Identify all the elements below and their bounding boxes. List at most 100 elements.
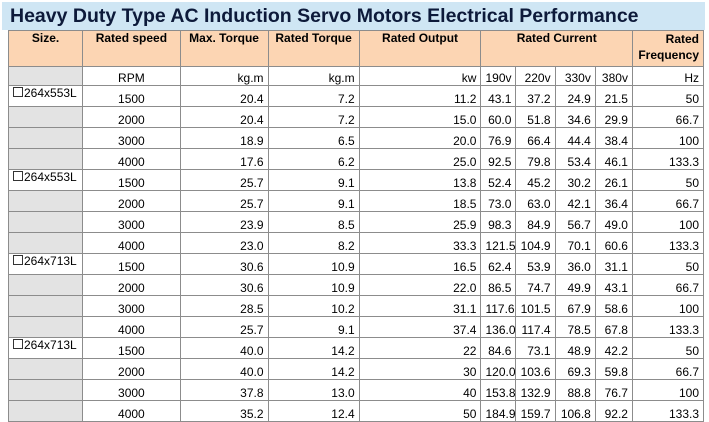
table-row: 3000 28.5 10.2 31.1 117.6 101.5 67.9 58.6 100 xyxy=(7,295,705,317)
rated-output-cell: 25.9 xyxy=(358,211,482,233)
size-cell-empty xyxy=(7,274,84,296)
frequency-cell: 50 xyxy=(631,85,705,107)
current-330v-cell: 106.8 xyxy=(554,400,596,422)
speed-cell: 4000 xyxy=(82,400,181,422)
current-190v-cell: 121.5 xyxy=(480,232,517,254)
max-torque-cell: 17.6 xyxy=(179,148,269,170)
current-220v-cell: 79.8 xyxy=(515,148,556,170)
current-190v-cell: 43.1 xyxy=(480,85,517,107)
current-380v-cell: 31.1 xyxy=(594,253,633,275)
rated-output-cell: 31.1 xyxy=(358,295,482,317)
rated-output-cell: 18.5 xyxy=(358,190,482,212)
current-380v-cell: 92.2 xyxy=(594,400,633,422)
current-330v-cell: 24.9 xyxy=(554,85,596,107)
rated-output-cell: 37.4 xyxy=(358,316,482,338)
current-190v-cell: 117.6 xyxy=(480,295,517,317)
header-rated-speed: Rated speed xyxy=(82,30,181,67)
current-190v-cell: 136.0 xyxy=(480,316,517,338)
rated-torque-cell: 9.1 xyxy=(267,169,360,191)
title-bar: Heavy Duty Type AC Induction Servo Motor… xyxy=(2,2,705,30)
frequency-cell: 100 xyxy=(631,295,705,317)
size-cell-empty xyxy=(7,400,84,422)
frequency-cell: 133.3 xyxy=(631,316,705,338)
size-cell: 264x713L xyxy=(7,253,84,275)
current-220v-cell: 117.4 xyxy=(515,316,556,338)
rated-torque-cell: 9.1 xyxy=(267,190,360,212)
header-rated-output: Rated Output xyxy=(358,30,482,67)
size-cell-empty xyxy=(7,295,84,317)
size-cell: 264x553L xyxy=(7,85,84,107)
current-190v-cell: 60.0 xyxy=(480,106,517,128)
max-torque-cell: 18.9 xyxy=(179,127,269,149)
size-cell-empty xyxy=(7,127,84,149)
rated-output-cell: 50 xyxy=(358,400,482,422)
frequency-cell: 133.3 xyxy=(631,148,705,170)
frequency-cell: 50 xyxy=(631,169,705,191)
rated-output-cell: 13.8 xyxy=(358,169,482,191)
table-row: 264x713L 1500 40.0 14.2 22 84.6 73.1 48.9 42.2 50 xyxy=(7,337,705,359)
rated-torque-cell: 6.5 xyxy=(267,127,360,149)
checkbox-square-icon xyxy=(13,171,23,181)
current-190v-cell: 184.9 xyxy=(480,400,517,422)
current-380v-cell: 21.5 xyxy=(594,85,633,107)
frequency-cell: 50 xyxy=(631,253,705,275)
frequency-cell: 50 xyxy=(631,337,705,359)
current-220v-cell: 53.9 xyxy=(515,253,556,275)
current-220v-cell: 51.8 xyxy=(515,106,556,128)
size-cell-empty xyxy=(7,148,84,170)
current-190v-cell: 84.6 xyxy=(480,337,517,359)
current-380v-cell: 60.6 xyxy=(594,232,633,254)
speed-cell: 3000 xyxy=(82,211,181,233)
current-220v-cell: 104.9 xyxy=(515,232,556,254)
speed-cell: 3000 xyxy=(82,295,181,317)
checkbox-square-icon xyxy=(13,255,23,265)
unit-220v: 220v xyxy=(515,66,556,86)
frequency-cell: 100 xyxy=(631,211,705,233)
max-torque-cell: 40.0 xyxy=(179,337,269,359)
current-330v-cell: 34.6 xyxy=(554,106,596,128)
current-220v-cell: 73.1 xyxy=(515,337,556,359)
header-size: Size. xyxy=(7,30,84,67)
table-row: 264x553L 1500 20.4 7.2 11.2 43.1 37.2 24.9 21.5 5… xyxy=(7,85,705,107)
current-330v-cell: 69.3 xyxy=(554,358,596,380)
rated-torque-cell: 10.9 xyxy=(267,253,360,275)
frequency-cell: 133.3 xyxy=(631,232,705,254)
current-190v-cell: 73.0 xyxy=(480,190,517,212)
rated-torque-cell: 13.0 xyxy=(267,379,360,401)
page-title: Heavy Duty Type AC Induction Servo Motor… xyxy=(10,5,639,27)
header-rated-current: Rated Current xyxy=(480,30,633,67)
header-frequency-line1: Rated xyxy=(665,32,699,46)
size-label: 264x713L xyxy=(24,254,77,269)
max-torque-cell: 25.7 xyxy=(179,190,269,212)
max-torque-cell: 23.9 xyxy=(179,211,269,233)
current-330v-cell: 70.1 xyxy=(554,232,596,254)
rated-output-cell: 22 xyxy=(358,337,482,359)
unit-max-torque: kg.m xyxy=(179,66,269,86)
current-220v-cell: 66.4 xyxy=(515,127,556,149)
current-190v-cell: 86.5 xyxy=(480,274,517,296)
size-cell-empty xyxy=(7,211,84,233)
frequency-cell: 100 xyxy=(631,127,705,149)
current-190v-cell: 98.3 xyxy=(480,211,517,233)
max-torque-cell: 25.7 xyxy=(179,169,269,191)
size-cell-empty xyxy=(7,232,84,254)
current-190v-cell: 92.5 xyxy=(480,148,517,170)
header-rated-torque: Rated Torque xyxy=(267,30,360,67)
header-frequency-line2: Frequency xyxy=(638,48,699,62)
speed-cell: 3000 xyxy=(82,379,181,401)
performance-table: Size. Rated speed Max. Torque Rated Torq… xyxy=(7,30,705,422)
checkbox-square-icon xyxy=(13,87,23,97)
speed-cell: 4000 xyxy=(82,148,181,170)
table-row: 3000 18.9 6.5 20.0 76.9 66.4 44.4 38.4 100 xyxy=(7,127,705,149)
current-380v-cell: 49.0 xyxy=(594,211,633,233)
current-330v-cell: 67.9 xyxy=(554,295,596,317)
unit-rated-torque: kg.m xyxy=(267,66,360,86)
current-220v-cell: 132.9 xyxy=(515,379,556,401)
frequency-cell: 133.3 xyxy=(631,400,705,422)
current-220v-cell: 159.7 xyxy=(515,400,556,422)
current-380v-cell: 43.1 xyxy=(594,274,633,296)
rated-output-cell: 25.0 xyxy=(358,148,482,170)
unit-190v: 190v xyxy=(480,66,517,86)
size-label: 264x713L xyxy=(24,338,77,353)
units-size-cell xyxy=(7,66,84,86)
